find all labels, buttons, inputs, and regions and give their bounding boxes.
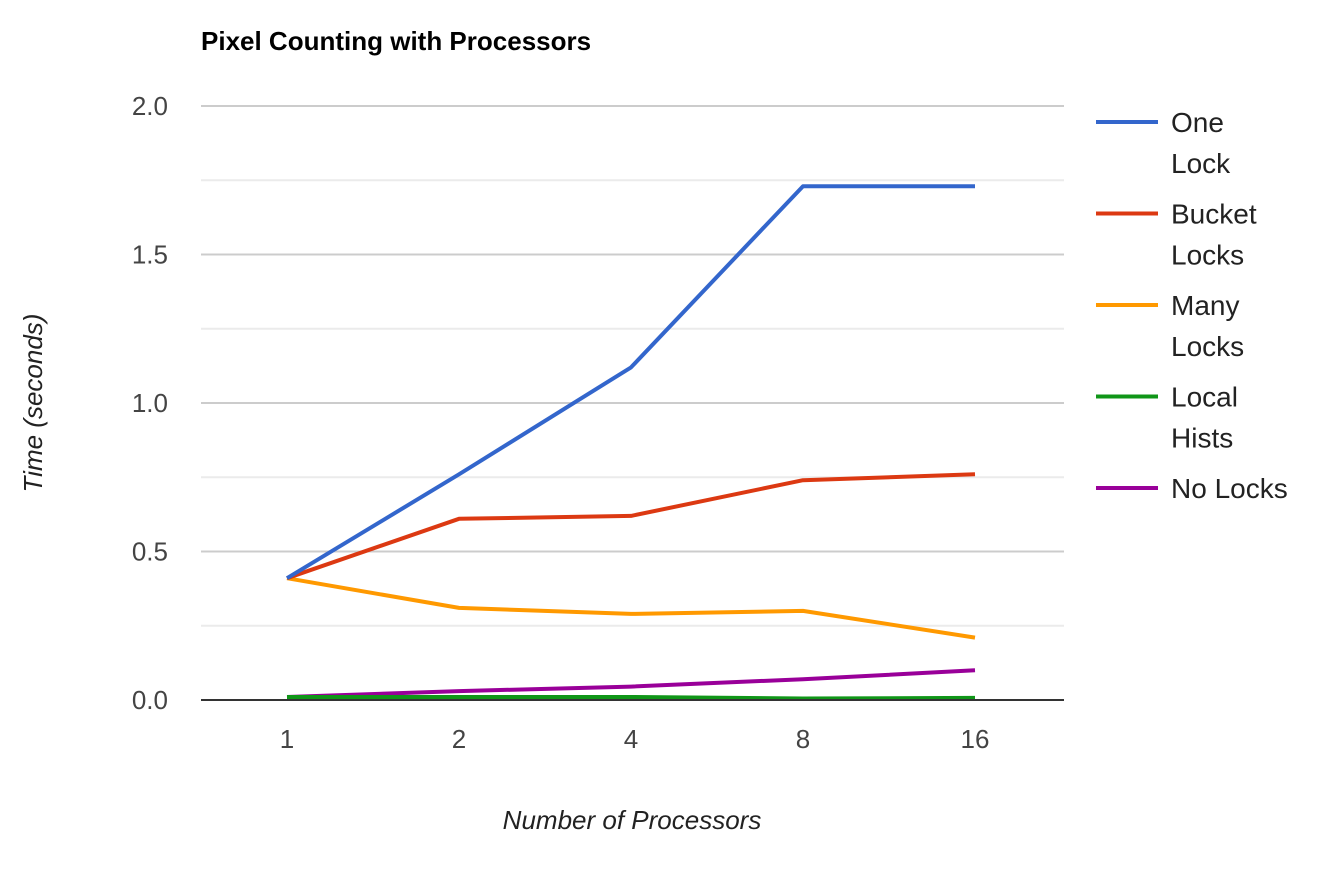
series-lines bbox=[285, 184, 976, 701]
x-axis-ticks: 1 2 4 8 16 bbox=[280, 724, 990, 754]
legend-label: Local Hists bbox=[1171, 382, 1238, 454]
legend-label: Bucket Locks bbox=[1171, 199, 1257, 271]
x-tick-label: 2 bbox=[452, 724, 466, 754]
y-tick-label: 2.0 bbox=[132, 91, 168, 121]
legend: One Lock Bucket Locks Many Locks Local Hists No … bbox=[1096, 107, 1288, 504]
x-axis-title: Number of Processors bbox=[503, 805, 762, 835]
x-tick-label: 16 bbox=[961, 724, 990, 754]
series-line-many-locks bbox=[286, 576, 976, 640]
gridlines bbox=[201, 105, 1064, 627]
chart-title: Pixel Counting with Processors bbox=[201, 26, 591, 56]
legend-item-local-hists: Local Hists bbox=[1096, 382, 1238, 454]
x-tick-label: 8 bbox=[796, 724, 810, 754]
legend-label: No Locks bbox=[1171, 473, 1288, 504]
y-axis-title: Time (seconds) bbox=[18, 314, 48, 493]
x-tick-label: 1 bbox=[280, 724, 294, 754]
legend-label: Many Locks bbox=[1171, 290, 1244, 362]
series-line-one-lock bbox=[285, 184, 975, 580]
legend-item-bucket-locks: Bucket Locks bbox=[1096, 199, 1257, 271]
legend-item-many-locks: Many Locks bbox=[1096, 290, 1244, 362]
x-tick-label: 4 bbox=[624, 724, 638, 754]
series-line-no-locks bbox=[286, 668, 976, 699]
series-line-local-hists bbox=[287, 695, 976, 701]
y-tick-label: 1.5 bbox=[132, 240, 168, 270]
series-line-bucket-locks bbox=[286, 472, 976, 581]
y-tick-label: 1.0 bbox=[132, 388, 168, 418]
y-tick-label: 0.0 bbox=[132, 685, 168, 715]
y-axis-ticks: 0.0 0.5 1.0 1.5 2.0 bbox=[132, 91, 168, 715]
y-tick-label: 0.5 bbox=[132, 537, 168, 567]
legend-item-no-locks: No Locks bbox=[1096, 473, 1288, 504]
legend-item-one-lock: One Lock bbox=[1096, 107, 1231, 179]
legend-label: One Lock bbox=[1171, 107, 1231, 179]
